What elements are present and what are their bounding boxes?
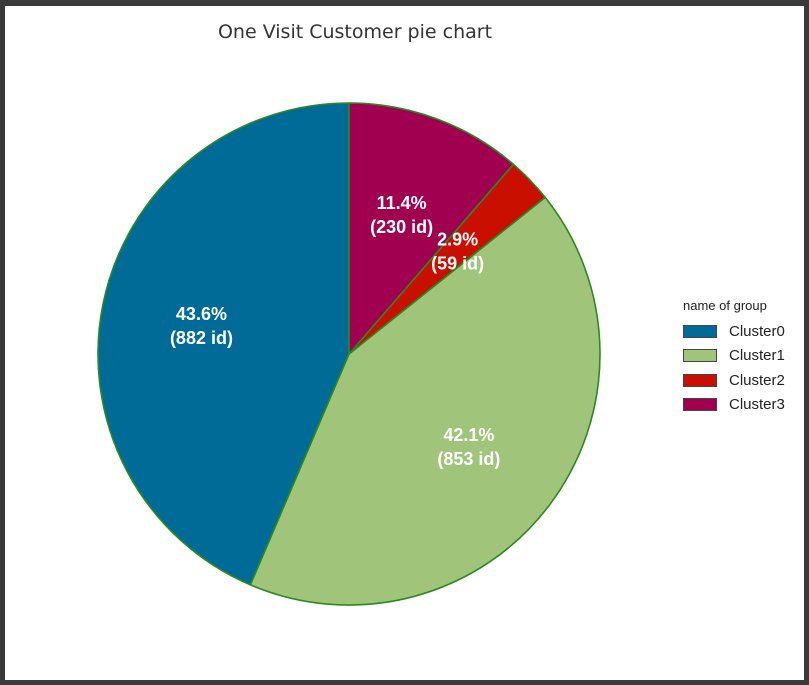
pie-slice-cluster1 [249, 196, 601, 606]
chart-frame: One Visit Customer pie chart 43.6% (882 i… [5, 6, 804, 680]
slice-label-count-cluster3: (230 id) [370, 217, 433, 237]
legend-title: name of group [683, 298, 767, 313]
legend-swatch [683, 398, 717, 412]
legend-item-cluster2: Cluster2 [673, 368, 785, 393]
chart-title: One Visit Customer pie chart [217, 21, 493, 43]
pie-chart: 43.6% (882 id) 42.1% (853 id) 2.9% (59 id) 11.… [97, 102, 601, 606]
legend-items: Cluster0 Cluster1 Cluster2 Cluster3 [673, 319, 785, 417]
legend-label: Cluster1 [729, 347, 785, 365]
legend-item-cluster0: Cluster0 [673, 319, 785, 344]
legend-item-cluster1: Cluster1 [673, 344, 785, 369]
slice-label-pct-cluster3: 11.4% [377, 193, 427, 213]
legend-swatch [683, 373, 717, 387]
slice-label-pct-cluster1: 42.1% [443, 425, 494, 445]
legend: name of group Cluster0 Cluster1 Cluster2 Cl… [673, 298, 785, 417]
legend-swatch [683, 324, 717, 338]
pie-slices [97, 102, 601, 606]
slice-label-pct-cluster2: 2.9% [437, 230, 478, 250]
pie-slice-cluster0 [97, 102, 350, 586]
slice-label-count-cluster0: (882 id) [170, 328, 233, 348]
slice-label-count-cluster1: (853 id) [437, 449, 500, 469]
pie-labels: 43.6% (882 id) 42.1% (853 id) 2.9% (59 id) 11.… [170, 193, 500, 469]
legend-label: Cluster3 [729, 396, 785, 414]
slice-label-count-cluster2: (59 id) [431, 254, 484, 274]
legend-label: Cluster0 [729, 322, 785, 340]
legend-item-cluster3: Cluster3 [673, 393, 785, 418]
legend-label: Cluster2 [729, 371, 785, 389]
slice-label-pct-cluster0: 43.6% [176, 304, 227, 324]
legend-swatch [683, 349, 717, 363]
pie-slice-cluster3 [348, 102, 515, 355]
